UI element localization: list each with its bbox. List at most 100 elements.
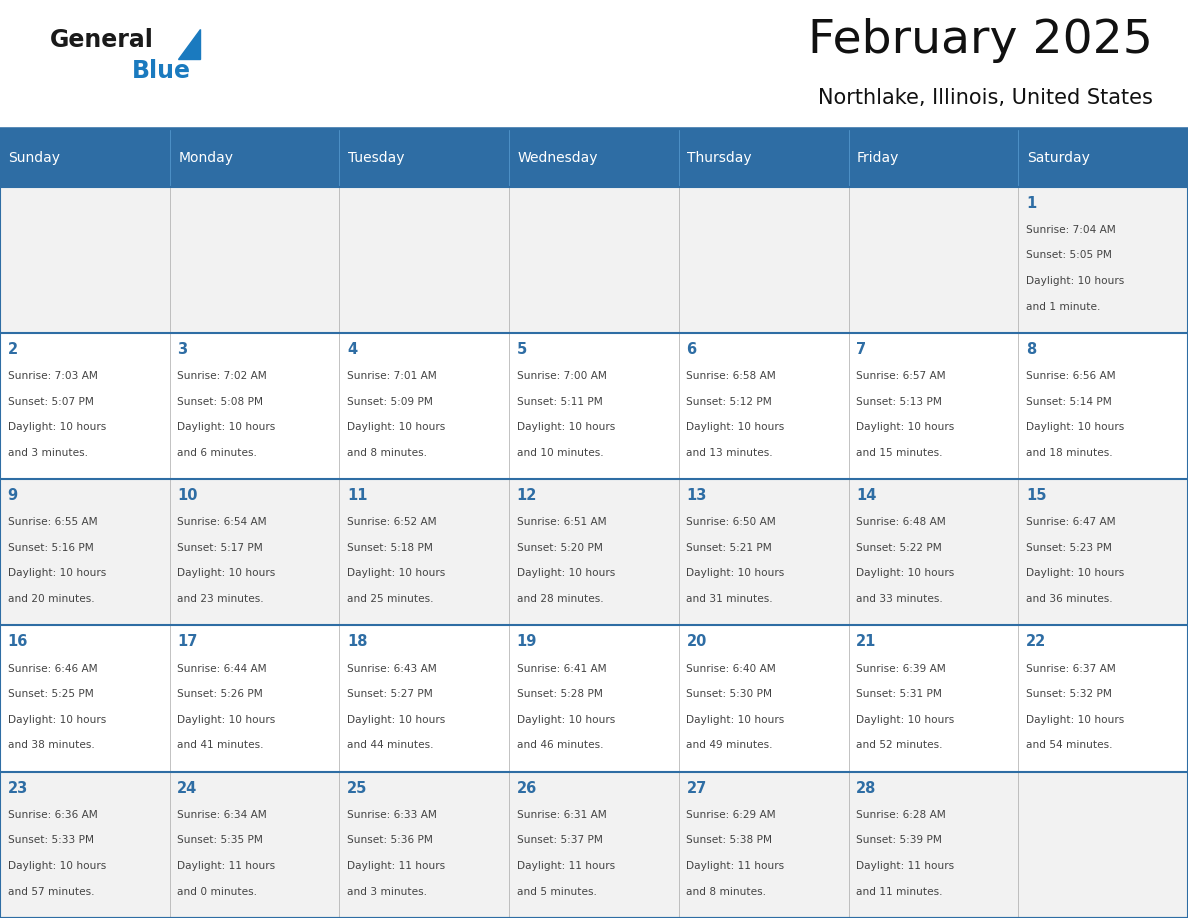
Text: Daylight: 10 hours: Daylight: 10 hours: [1026, 276, 1124, 285]
Text: Sunset: 5:33 PM: Sunset: 5:33 PM: [7, 835, 94, 845]
Bar: [848, 333, 1018, 479]
Text: Daylight: 10 hours: Daylight: 10 hours: [857, 422, 954, 432]
Text: Sunset: 5:14 PM: Sunset: 5:14 PM: [1026, 397, 1112, 407]
Text: Friday: Friday: [857, 151, 899, 165]
Bar: [510, 333, 678, 479]
Text: Daylight: 10 hours: Daylight: 10 hours: [1026, 568, 1124, 578]
Text: 11: 11: [347, 488, 367, 503]
Bar: [510, 625, 678, 772]
Text: Daylight: 10 hours: Daylight: 10 hours: [7, 568, 106, 578]
Text: and 31 minutes.: and 31 minutes.: [687, 594, 773, 604]
Bar: [510, 772, 678, 918]
Text: 13: 13: [687, 488, 707, 503]
Text: Sunrise: 6:48 AM: Sunrise: 6:48 AM: [857, 517, 946, 527]
Text: Sunset: 5:09 PM: Sunset: 5:09 PM: [347, 397, 432, 407]
Text: Sunrise: 6:58 AM: Sunrise: 6:58 AM: [687, 371, 776, 381]
Text: Sunrise: 6:36 AM: Sunrise: 6:36 AM: [7, 810, 97, 820]
Text: and 28 minutes.: and 28 minutes.: [517, 594, 604, 604]
Text: Daylight: 11 hours: Daylight: 11 hours: [517, 861, 615, 871]
Text: Sunset: 5:08 PM: Sunset: 5:08 PM: [177, 397, 264, 407]
Text: and 1 minute.: and 1 minute.: [1026, 301, 1100, 311]
Text: and 8 minutes.: and 8 minutes.: [687, 887, 766, 897]
Text: and 10 minutes.: and 10 minutes.: [517, 448, 604, 458]
Text: Thursday: Thursday: [688, 151, 752, 165]
Text: Saturday: Saturday: [1026, 151, 1089, 165]
Bar: [848, 625, 1018, 772]
Text: Daylight: 10 hours: Daylight: 10 hours: [1026, 715, 1124, 724]
Text: Sunset: 5:13 PM: Sunset: 5:13 PM: [857, 397, 942, 407]
Bar: [170, 625, 340, 772]
Text: Sunrise: 6:52 AM: Sunrise: 6:52 AM: [347, 517, 437, 527]
Text: Monday: Monday: [178, 151, 233, 165]
Text: Daylight: 10 hours: Daylight: 10 hours: [177, 568, 276, 578]
Text: Daylight: 10 hours: Daylight: 10 hours: [347, 568, 446, 578]
Bar: [340, 130, 510, 186]
Text: Sunrise: 6:40 AM: Sunrise: 6:40 AM: [687, 664, 776, 674]
Text: Daylight: 10 hours: Daylight: 10 hours: [7, 861, 106, 871]
Text: Wednesday: Wednesday: [518, 151, 598, 165]
Text: Sunrise: 6:54 AM: Sunrise: 6:54 AM: [177, 517, 267, 527]
Text: and 38 minutes.: and 38 minutes.: [7, 740, 94, 750]
Text: 4: 4: [347, 341, 358, 357]
Text: Sunrise: 6:57 AM: Sunrise: 6:57 AM: [857, 371, 946, 381]
Bar: [1018, 130, 1188, 186]
Text: Sunset: 5:36 PM: Sunset: 5:36 PM: [347, 835, 432, 845]
Text: and 54 minutes.: and 54 minutes.: [1026, 740, 1112, 750]
Text: Sunset: 5:17 PM: Sunset: 5:17 PM: [177, 543, 263, 553]
Text: Daylight: 11 hours: Daylight: 11 hours: [687, 861, 784, 871]
Text: Sunset: 5:38 PM: Sunset: 5:38 PM: [687, 835, 772, 845]
Text: Sunrise: 6:47 AM: Sunrise: 6:47 AM: [1026, 517, 1116, 527]
Text: Sunset: 5:30 PM: Sunset: 5:30 PM: [687, 689, 772, 700]
Text: 2: 2: [7, 341, 18, 357]
Text: February 2025: February 2025: [808, 18, 1154, 63]
Text: 12: 12: [517, 488, 537, 503]
Text: and 44 minutes.: and 44 minutes.: [347, 740, 434, 750]
Text: Sunset: 5:31 PM: Sunset: 5:31 PM: [857, 689, 942, 700]
Text: and 46 minutes.: and 46 minutes.: [517, 740, 604, 750]
Text: Sunset: 5:18 PM: Sunset: 5:18 PM: [347, 543, 432, 553]
Text: and 13 minutes.: and 13 minutes.: [687, 448, 773, 458]
Bar: [1018, 625, 1188, 772]
Bar: [340, 625, 510, 772]
Bar: [340, 186, 510, 333]
Text: Blue: Blue: [132, 59, 191, 83]
Bar: [170, 130, 340, 186]
Text: Sunrise: 6:34 AM: Sunrise: 6:34 AM: [177, 810, 267, 820]
Text: Sunrise: 6:29 AM: Sunrise: 6:29 AM: [687, 810, 776, 820]
Text: Sunset: 5:05 PM: Sunset: 5:05 PM: [1026, 251, 1112, 261]
Bar: [510, 130, 678, 186]
Bar: [170, 333, 340, 479]
Text: General: General: [50, 28, 154, 52]
Text: Sunrise: 6:33 AM: Sunrise: 6:33 AM: [347, 810, 437, 820]
Text: 25: 25: [347, 780, 367, 796]
Text: and 11 minutes.: and 11 minutes.: [857, 887, 943, 897]
Text: Tuesday: Tuesday: [348, 151, 404, 165]
Text: Daylight: 10 hours: Daylight: 10 hours: [517, 422, 615, 432]
Bar: [1018, 333, 1188, 479]
Text: Sunset: 5:23 PM: Sunset: 5:23 PM: [1026, 543, 1112, 553]
Bar: [848, 772, 1018, 918]
Bar: [678, 479, 848, 625]
Text: and 57 minutes.: and 57 minutes.: [7, 887, 94, 897]
Text: Sunset: 5:32 PM: Sunset: 5:32 PM: [1026, 689, 1112, 700]
Text: Daylight: 10 hours: Daylight: 10 hours: [687, 568, 785, 578]
Text: 18: 18: [347, 634, 367, 649]
Text: and 52 minutes.: and 52 minutes.: [857, 740, 943, 750]
Bar: [678, 186, 848, 333]
Text: 23: 23: [7, 780, 27, 796]
Bar: [170, 772, 340, 918]
Text: and 25 minutes.: and 25 minutes.: [347, 594, 434, 604]
Text: Sunrise: 6:44 AM: Sunrise: 6:44 AM: [177, 664, 267, 674]
Text: 9: 9: [7, 488, 18, 503]
Text: 8: 8: [1026, 341, 1036, 357]
Text: Sunset: 5:39 PM: Sunset: 5:39 PM: [857, 835, 942, 845]
Text: and 23 minutes.: and 23 minutes.: [177, 594, 264, 604]
Text: and 3 minutes.: and 3 minutes.: [347, 887, 426, 897]
Text: 6: 6: [687, 341, 696, 357]
Text: Sunset: 5:07 PM: Sunset: 5:07 PM: [7, 397, 94, 407]
Bar: [1018, 186, 1188, 333]
Text: Daylight: 10 hours: Daylight: 10 hours: [1026, 422, 1124, 432]
Bar: [678, 333, 848, 479]
Text: Sunrise: 7:03 AM: Sunrise: 7:03 AM: [7, 371, 97, 381]
Text: Sunrise: 6:55 AM: Sunrise: 6:55 AM: [7, 517, 97, 527]
